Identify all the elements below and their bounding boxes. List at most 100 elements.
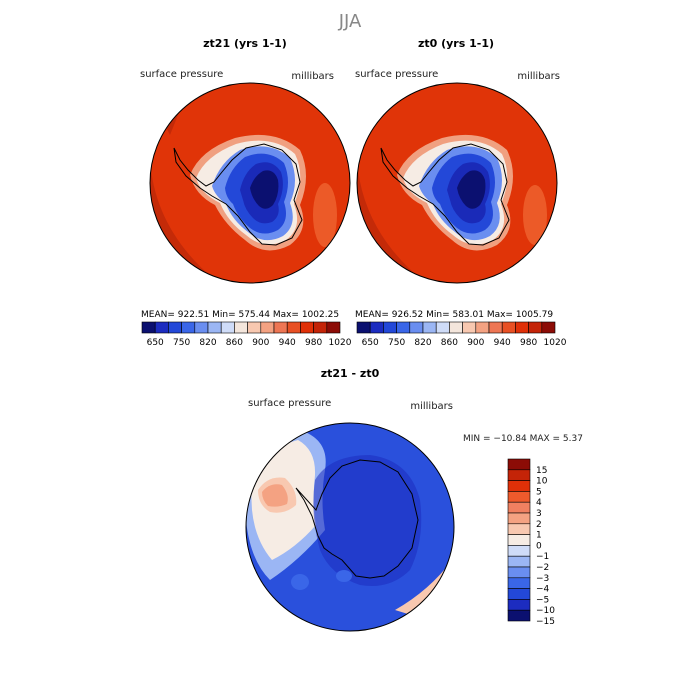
right-colorbar-swatch <box>396 321 411 334</box>
diff-colorbar-swatch <box>507 588 531 600</box>
left-colorbar-tick-label: 980 <box>305 338 322 348</box>
left-map-band-6 <box>250 170 279 209</box>
left-colorbar-swatch <box>313 321 328 334</box>
left-colorbar-swatch <box>194 321 209 334</box>
diff-colorbar-tick-label: −15 <box>536 617 555 627</box>
left-map-coastline <box>173 143 303 246</box>
diff-colorbar-swatch <box>507 566 531 579</box>
left-colorbar-tick-label: 820 <box>199 338 216 348</box>
left-colorbar-tick-label: 940 <box>279 338 296 348</box>
right-colorbar-swatch <box>501 321 516 334</box>
right-colorbar-tick-label: 750 <box>388 338 405 348</box>
left-colorbar-swatch <box>273 321 288 334</box>
right-colorbar-tick-label: 820 <box>414 338 431 348</box>
right-colorbar: 650 750 820 860 900 940 980 1020 <box>356 321 567 348</box>
diff-panel-title: zt21 - zt0 <box>321 367 380 380</box>
right-colorbar-swatch <box>369 321 384 334</box>
diff-minmax: MIN = −10.84 MAX = 5.37 <box>463 434 583 444</box>
right-colorbar-swatch <box>409 321 424 334</box>
diff-colorbar-tick-label: 3 <box>536 509 542 519</box>
diff-colorbar-swatch <box>507 469 531 481</box>
left-colorbar-tick-label: 650 <box>147 338 164 348</box>
diff-map-small-patch <box>336 570 352 582</box>
right-colorbar-swatch <box>515 321 529 334</box>
diff-colorbar-tick-label: −1 <box>536 552 549 562</box>
right-colorbar-swatch <box>449 321 463 334</box>
diff-map-inner-band <box>313 455 422 586</box>
left-colorbar-swatch <box>286 321 301 334</box>
diff-units-label: millibars <box>410 401 453 412</box>
page-title: JJA <box>338 11 362 32</box>
diff-colorbar-swatch <box>507 491 531 503</box>
diff-colorbar-tick-label: 4 <box>536 498 542 508</box>
diff-colorbar-tick-label: 15 <box>536 466 547 476</box>
right-colorbar-tick-label: 860 <box>441 338 458 348</box>
right-colorbar-tick-label: 900 <box>467 338 484 348</box>
left-colorbar-swatch <box>168 321 182 334</box>
diff-colorbar-tick-label: 1 <box>536 531 542 541</box>
right-map-border <box>356 82 558 284</box>
diff-colorbar-swatch <box>507 555 531 568</box>
left-colorbar-swatch <box>326 321 341 334</box>
diff-colorbar-tick-label: 2 <box>536 520 542 530</box>
diff-colorbar-tick-label: −4 <box>536 585 550 595</box>
diff-colorbar-tick-label: −3 <box>536 574 549 584</box>
left-colorbar-swatch <box>220 321 235 334</box>
diff-colorbar-swatch <box>507 609 531 622</box>
diff-map-small-patch-2 <box>291 574 309 590</box>
diff-colorbar-swatch <box>507 545 531 557</box>
left-colorbar-tick-label: 750 <box>173 338 190 348</box>
diff-map-border <box>245 422 455 632</box>
right-colorbar-swatch <box>475 321 490 334</box>
left-colorbar-swatch <box>207 321 222 334</box>
diff-map-left-warm-core <box>262 484 288 507</box>
diff-map-coastline <box>295 459 419 579</box>
left-units-label: millibars <box>291 71 334 82</box>
right-field-label: surface pressure <box>355 69 438 80</box>
right-colorbar-swatch <box>383 321 397 334</box>
diff-colorbar-tick-label: 0 <box>536 541 542 551</box>
right-map <box>357 83 557 283</box>
left-map-light-patch <box>313 183 337 247</box>
left-stats: MEAN= 922.51 Min= 575.44 Max= 1002.25 <box>141 310 339 320</box>
right-map-coastline <box>380 143 510 246</box>
left-field-label: surface pressure <box>140 69 223 80</box>
diff-colorbar-swatch <box>507 501 531 514</box>
right-colorbar-swatch <box>356 321 371 334</box>
diff-colorbar-swatch <box>507 480 531 492</box>
diff-colorbar-swatch <box>507 512 531 525</box>
diff-map <box>246 423 454 631</box>
left-colorbar-swatch <box>234 321 248 334</box>
right-colorbar-swatch <box>541 321 556 334</box>
diff-colorbar-swatch <box>507 577 531 589</box>
diff-colorbar-tick-label: 5 <box>536 487 542 497</box>
right-stats: MEAN= 926.52 Min= 583.01 Max= 1005.79 <box>355 310 553 320</box>
diff-colorbar-swatch <box>507 523 531 535</box>
left-colorbar-swatch <box>154 321 169 334</box>
right-colorbar-swatch <box>488 321 503 334</box>
left-colorbar-swatch <box>247 321 262 334</box>
diff-field-label: surface pressure <box>248 398 331 409</box>
right-units-label: millibars <box>517 71 560 82</box>
right-colorbar-tick-label: 1020 <box>544 338 567 348</box>
right-colorbar-tick-label: 650 <box>362 338 379 348</box>
right-colorbar-tick-label: 940 <box>494 338 511 348</box>
right-colorbar-swatch <box>528 321 543 334</box>
left-colorbar-swatch <box>141 321 156 334</box>
diff-colorbar-swatch <box>507 599 531 611</box>
diff-colorbar-tick-label: 10 <box>536 477 548 487</box>
right-colorbar-swatch <box>422 321 437 334</box>
left-colorbar-swatch <box>260 321 275 334</box>
left-colorbar-tick-label: 900 <box>252 338 269 348</box>
left-map-border <box>149 82 351 284</box>
left-colorbar-swatch <box>181 321 196 334</box>
left-panel-title: zt21 (yrs 1-1) <box>203 37 287 50</box>
left-colorbar-tick-label: 860 <box>226 338 243 348</box>
diff-colorbar-swatch <box>507 458 531 471</box>
diff-colorbar-tick-label: −5 <box>536 595 549 605</box>
diff-colorbar-tick-label: −10 <box>536 606 555 616</box>
left-colorbar: 650 750 820 860 900 940 980 1020 <box>141 321 352 348</box>
diff-colorbar-swatch <box>507 534 531 546</box>
